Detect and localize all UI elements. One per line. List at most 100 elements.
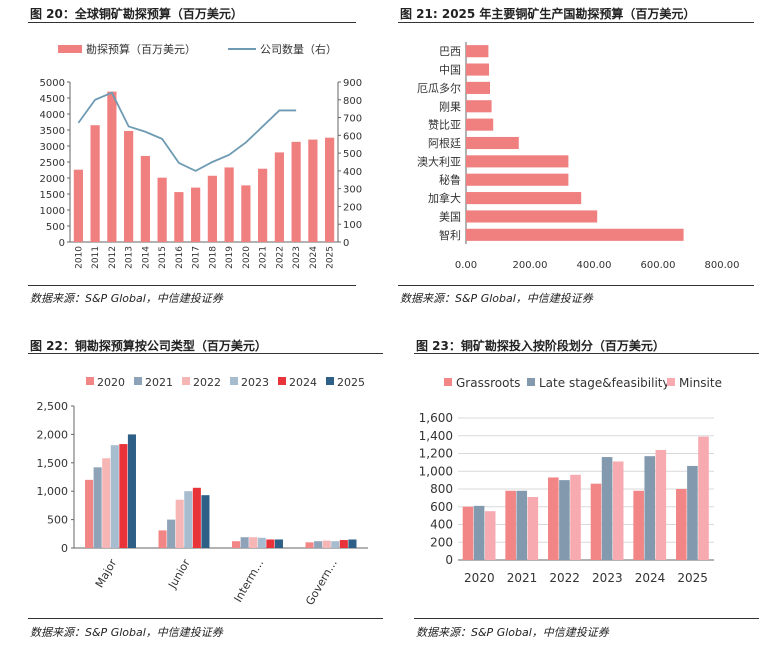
x-tick-label: 2020 — [464, 571, 495, 585]
x-tick-label: 2017 — [192, 246, 202, 269]
legend-label-2021: 2021 — [145, 376, 173, 389]
fig23-title: 图 23：铜矿勘探投入按阶段划分（百万美元） — [416, 339, 665, 353]
bar-country — [466, 63, 490, 76]
y-tick-label-left: 0 — [59, 238, 65, 249]
bar-2024 — [266, 539, 275, 548]
x-tick-label: 2011 — [91, 246, 101, 269]
y-tick-label: 1,000 — [37, 485, 69, 498]
fig21-bottom-rule — [398, 285, 754, 286]
y-tick-label: 0 — [445, 553, 453, 567]
y-tick-label: 1,400 — [419, 429, 453, 443]
y-tick-label-left: 4500 — [40, 94, 65, 105]
bar-budget — [174, 192, 184, 242]
y-tick-label-left: 1500 — [40, 190, 65, 201]
bar-2024 — [339, 540, 348, 548]
legend-label-2: Minsite — [679, 376, 722, 390]
category-label: 赞比亚 — [428, 119, 461, 132]
y-tick-label: 400 — [430, 518, 453, 532]
bar-2024 — [192, 487, 201, 548]
bar-2025 — [348, 539, 357, 548]
bar-country — [466, 228, 684, 241]
bar-2023 — [257, 537, 266, 548]
y-tick-label-left: 3500 — [40, 126, 65, 137]
bar-budget — [207, 175, 217, 242]
y-tick-label-right: 200 — [343, 202, 362, 213]
legend-label-budget: 勘探预算（百万美元） — [86, 42, 196, 56]
bar-series-1 — [516, 490, 528, 560]
category-label: Interm… — [231, 557, 266, 605]
x-tick-label: 0.00 — [455, 260, 477, 271]
bar-2022 — [102, 458, 111, 548]
bar-2020 — [232, 541, 241, 548]
bar-2024 — [119, 444, 128, 548]
x-tick-label: 2023 — [292, 246, 302, 269]
bar-country — [466, 155, 569, 168]
bar-budget — [258, 168, 268, 242]
legend-label-1: Late stage&feasibility — [539, 376, 670, 390]
x-tick-label: 2018 — [208, 246, 218, 269]
legend-swatch-budget — [58, 45, 82, 53]
bar-series-2 — [484, 511, 496, 560]
x-tick-label: 600.00 — [641, 260, 676, 271]
x-tick-label: 2021 — [507, 571, 538, 585]
bar-series-2 — [570, 474, 581, 560]
fig23-bottom-rule — [414, 618, 759, 619]
y-tick-label: 2,000 — [37, 428, 69, 441]
x-tick-label: 2019 — [225, 246, 235, 269]
x-tick-label: 800.00 — [705, 260, 740, 271]
y-tick-label: 200 — [430, 535, 453, 549]
bar-budget — [241, 185, 251, 242]
x-tick-label: 2025 — [326, 246, 336, 269]
bar-country — [466, 210, 598, 223]
y-tick-label-right: 400 — [343, 167, 362, 178]
legend-swatch-0 — [444, 378, 452, 386]
legend-swatch-2023 — [230, 377, 238, 385]
bar-series-1 — [473, 505, 485, 560]
bar-2021 — [93, 467, 102, 548]
x-tick-label: 2016 — [175, 246, 185, 269]
bar-series-2 — [527, 496, 539, 560]
bar-country — [466, 118, 494, 131]
bar-series-0 — [548, 477, 559, 560]
bar-2021 — [167, 519, 176, 548]
bar-series-2 — [612, 461, 624, 560]
y-tick-label: 1,500 — [37, 457, 69, 470]
bar-country — [466, 136, 519, 150]
bar-budget — [191, 187, 201, 242]
x-tick-label: 2015 — [158, 246, 168, 269]
y-tick-label-left: 3000 — [40, 142, 65, 153]
bar-2020 — [158, 530, 167, 548]
y-tick-label: 600 — [430, 500, 453, 514]
bar-2023 — [184, 491, 193, 548]
y-tick-label-left: 500 — [46, 222, 65, 233]
x-tick-label: 2020 — [242, 246, 252, 269]
bar-budget — [140, 155, 150, 242]
bar-2023 — [331, 541, 340, 548]
bar-2025 — [274, 539, 283, 548]
x-tick-label: 2024 — [309, 246, 319, 269]
fig22-source: 数据来源：S&P Global，中信建投证券 — [30, 626, 223, 639]
bar-series-1 — [644, 456, 656, 560]
category-label: Major — [93, 557, 120, 590]
x-tick-label: 2022 — [549, 571, 580, 585]
fig22-title: 图 22：铜勘探预算按公司类型（百万美元） — [30, 339, 267, 353]
y-tick-label-left: 5000 — [40, 78, 65, 89]
bar-series-1 — [601, 457, 613, 560]
bar-2021 — [240, 537, 249, 548]
bar-series-1 — [687, 465, 698, 560]
y-tick-label-right: 900 — [343, 78, 362, 89]
fig23-source: 数据来源：S&P Global，中信建投证券 — [416, 626, 609, 639]
y-tick-label: 1,200 — [419, 447, 453, 461]
bar-series-2 — [655, 449, 667, 560]
bar-series-0 — [590, 483, 602, 560]
x-tick-label: 2010 — [74, 246, 84, 269]
bar-2020 — [305, 542, 314, 548]
category-label: 澳大利亚 — [417, 154, 461, 168]
bar-2022 — [249, 537, 258, 548]
legend-swatch-1 — [527, 378, 535, 386]
bar-budget — [224, 167, 234, 242]
fig22-bottom-rule — [28, 618, 383, 619]
bar-budget — [308, 139, 318, 242]
legend-label-2024: 2024 — [289, 376, 317, 389]
bar-2020 — [85, 479, 94, 548]
